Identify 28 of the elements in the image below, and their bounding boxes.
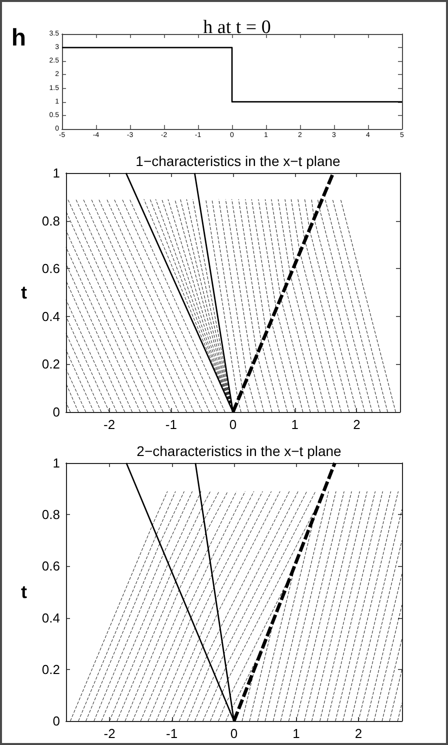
y-tick-label: 0.4	[42, 610, 60, 626]
y-tick-label: 1	[52, 166, 60, 180]
x-tick-label: 2	[353, 417, 360, 432]
chart-title: 2−characteristics in the x−t plane	[136, 443, 342, 459]
y-axis-title: t	[21, 282, 27, 302]
chart-title: 1−characteristics in the x−t plane	[136, 153, 341, 169]
y-tick-label: 0.2	[42, 662, 60, 677]
y-tick-label: 0	[52, 404, 60, 420]
x-tick-label: 1	[291, 417, 298, 432]
y-tick-label: 0.4	[42, 308, 60, 324]
y-tick-label: 0.6	[42, 261, 60, 276]
x-tick-label: 0	[229, 417, 237, 432]
y-tick-label: 0.8	[42, 507, 60, 522]
y-tick-label: 1	[52, 456, 60, 470]
x-tick-label: 2	[354, 726, 362, 741]
y-axis-title: h	[11, 24, 26, 52]
x-tick-label: -2	[104, 726, 116, 741]
x-tick-label: -2	[104, 417, 116, 432]
x-tick-label: 1	[292, 726, 300, 741]
chart-title: h at t = 0	[203, 17, 271, 38]
x-tick-label: 0	[230, 726, 238, 741]
y-tick-label: 0.6	[42, 558, 60, 574]
y-tick-label: 0.8	[42, 213, 60, 228]
y-tick-label: 0	[52, 714, 60, 728]
x-tick-label: -1	[166, 726, 178, 741]
y-tick-label: 0.2	[42, 356, 60, 372]
x-tick-label: -1	[165, 417, 177, 432]
y-axis-title: t	[21, 582, 27, 602]
